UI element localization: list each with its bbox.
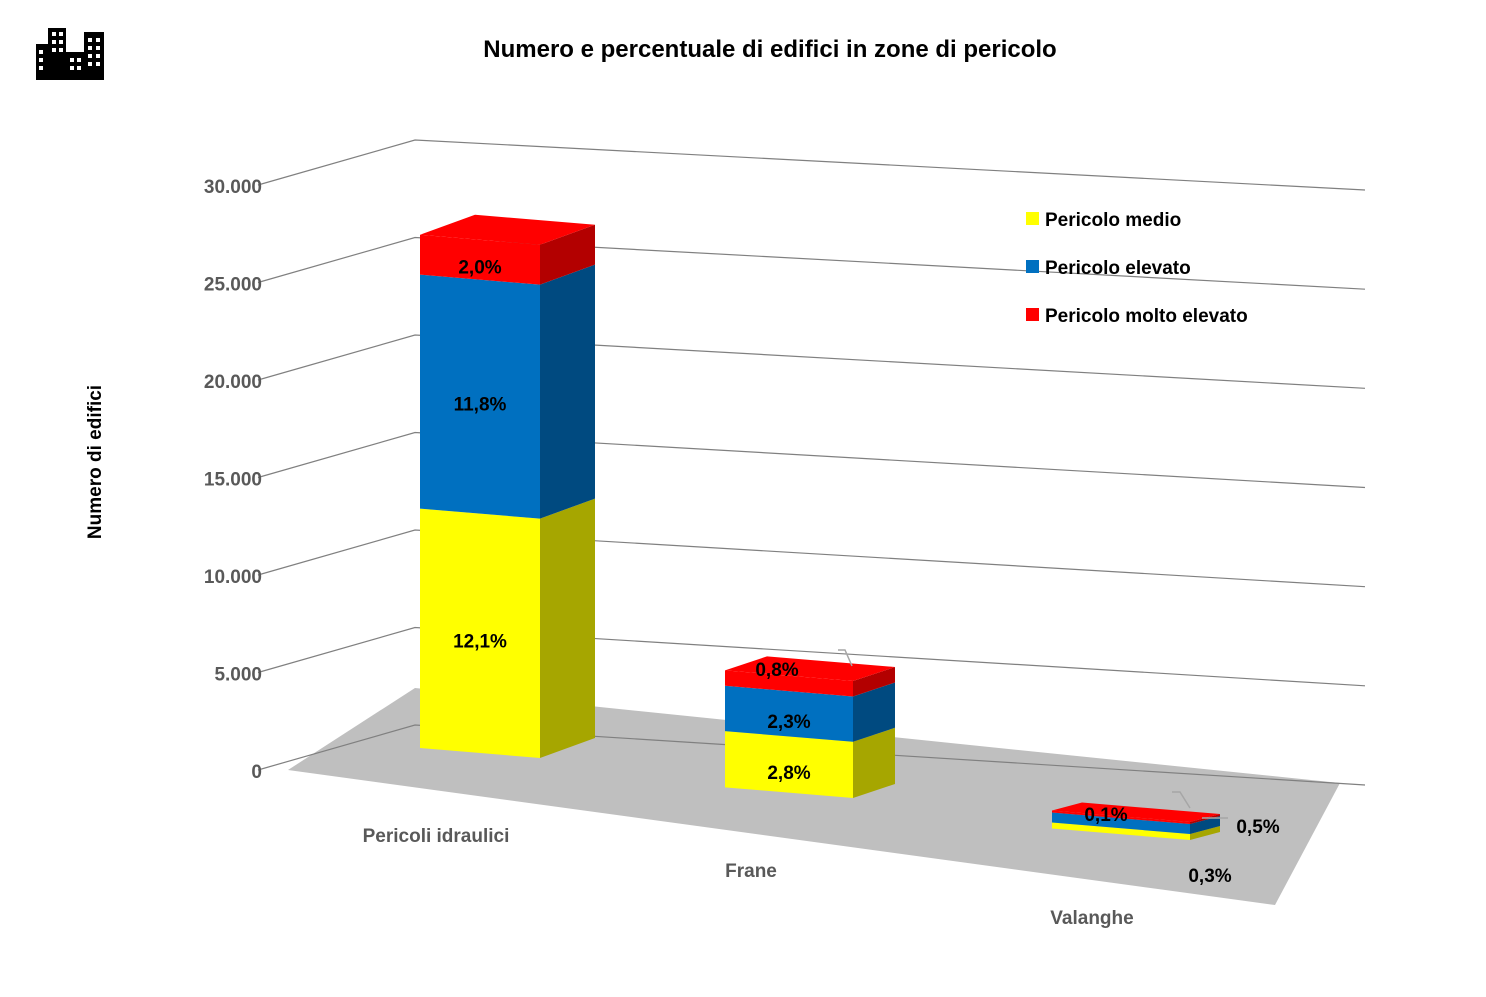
bar-top (420, 214, 595, 245)
bar-front (1052, 810, 1190, 825)
bar-side (540, 264, 595, 519)
legend-swatch (1026, 308, 1039, 321)
leader-line (838, 649, 853, 667)
bar-side (540, 498, 595, 758)
y-tick-label: 15.000 (204, 470, 262, 491)
bar-front (1052, 812, 1190, 835)
legend-swatch (1026, 260, 1039, 273)
gridline (257, 626, 1366, 687)
chart-title: Numero e percentuale di edifici in zone … (483, 36, 1057, 63)
data-label: 2,8% (767, 763, 810, 784)
bar-front (420, 234, 540, 285)
x-tick-label: Valanghe (1050, 908, 1133, 929)
y-tick-label: 0 (251, 762, 262, 783)
y-tick-label: 25.000 (204, 275, 262, 296)
legend-swatch (1026, 212, 1039, 225)
bar-side (853, 667, 895, 697)
gridline (257, 334, 1366, 389)
bar-front (725, 670, 853, 697)
data-label: 0,8% (755, 660, 798, 681)
y-tick-label: 5.000 (214, 665, 262, 686)
gridline (257, 431, 1366, 489)
bar-side (1190, 826, 1220, 840)
bar-front (420, 274, 540, 519)
bar-side (853, 682, 895, 742)
data-label: 2,0% (458, 258, 501, 279)
leader-line (1172, 791, 1191, 809)
data-label: 0,5% (1236, 817, 1279, 838)
bar-side (1190, 814, 1220, 825)
bar-front (725, 731, 853, 798)
legend-label: Pericolo elevato (1045, 258, 1191, 279)
data-label: 0,3% (1188, 866, 1231, 887)
data-label: 2,3% (767, 712, 810, 733)
bar-side (853, 727, 895, 798)
x-tick-label: Pericoli idraulici (363, 826, 510, 847)
gridline (257, 529, 1366, 588)
bar-front (1052, 822, 1190, 840)
y-tick-label: 20.000 (204, 372, 262, 393)
x-tick-label: Frane (725, 861, 777, 882)
gridline (257, 724, 1366, 786)
bar-top (1052, 802, 1220, 823)
gridline (257, 139, 1366, 191)
y-tick-label: 30.000 (204, 177, 262, 198)
bar-front (420, 508, 540, 758)
legend-label: Pericolo molto elevato (1045, 306, 1248, 327)
legend-label: Pericolo medio (1045, 210, 1181, 231)
y-tick-label: 10.000 (204, 567, 262, 588)
data-label: 11,8% (454, 395, 507, 416)
data-label: 12,1% (453, 631, 507, 652)
data-label: 0,1% (1084, 805, 1127, 826)
bar-side (1190, 816, 1220, 835)
buildings-icon (34, 28, 106, 80)
bar-side (540, 224, 595, 285)
gridline (257, 236, 1366, 290)
bar-top (725, 656, 895, 682)
bar-front (725, 685, 853, 742)
